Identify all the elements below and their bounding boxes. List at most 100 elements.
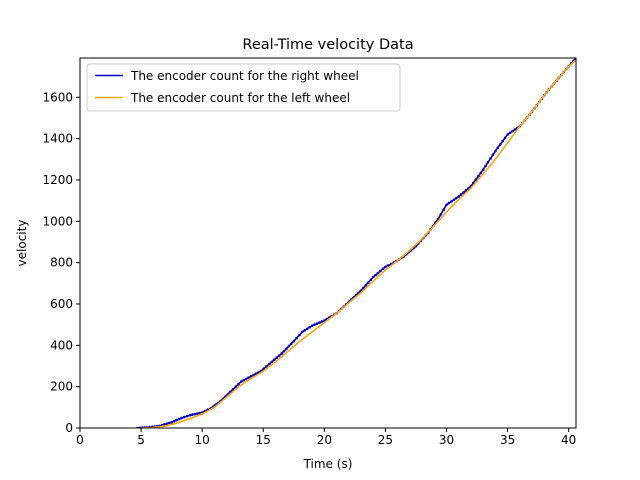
series-point-0 (501, 139, 505, 143)
x-tick-label: 0 (76, 433, 84, 447)
series-point-0 (455, 196, 458, 200)
series-point-0 (486, 160, 490, 164)
series-point-0 (318, 321, 321, 324)
series-point-0 (445, 203, 448, 207)
series-point-0 (508, 131, 512, 135)
x-axis: 0 5 10 15 20 25 30 35 40 (76, 428, 576, 447)
series-point-0 (367, 281, 370, 284)
series-point-0 (265, 365, 268, 368)
legend-box (86, 63, 401, 112)
series-point-0 (303, 329, 307, 332)
series-point-0 (234, 385, 238, 389)
series-point-0 (247, 376, 250, 379)
series-point-0 (362, 286, 365, 290)
series-point-0 (290, 342, 293, 346)
legend-label-left-wheel: The encoder count for the left wheel (130, 91, 350, 105)
series-point-0 (503, 136, 507, 140)
series-point-0 (237, 382, 240, 386)
series-point-0 (313, 323, 316, 326)
series-line-1 (141, 59, 576, 428)
series-point-0 (371, 275, 375, 279)
series-point-0 (196, 412, 199, 415)
x-tick-label: 15 (256, 433, 271, 447)
series-point-0 (496, 146, 500, 149)
series-point-0 (452, 198, 456, 202)
y-tick-label: 1400 (42, 132, 73, 146)
y-tick-label: 800 (50, 256, 73, 270)
x-tick-label: 35 (500, 433, 515, 447)
series-point-0 (295, 336, 298, 340)
series-point-0 (180, 416, 183, 420)
x-tick-label: 40 (561, 433, 576, 447)
y-tick-label: 1000 (42, 214, 73, 228)
series-point-0 (285, 347, 288, 350)
series-line-0 (137, 58, 576, 428)
x-tick-label: 25 (378, 433, 393, 447)
series-point-0 (450, 200, 453, 203)
series-point-0 (513, 128, 517, 131)
y-tick-label: 400 (50, 338, 73, 352)
series-point-0 (170, 420, 173, 424)
series-point-0 (191, 413, 194, 416)
y-tick-label: 200 (50, 380, 73, 394)
series-point-0 (275, 356, 279, 360)
series-point-0 (188, 413, 192, 417)
series-point-0 (242, 378, 245, 382)
legend: The encoder count for the right wheel Th… (86, 63, 401, 112)
series-point-0 (185, 414, 189, 418)
series-layer (136, 58, 576, 428)
series-point-0 (277, 354, 281, 358)
series-point-0 (308, 325, 312, 329)
series-point-0 (175, 418, 178, 422)
series-point-0 (193, 412, 197, 416)
series-point-0 (374, 273, 377, 277)
series-point-0 (439, 213, 443, 216)
series-point-0 (198, 411, 201, 415)
x-tick-label: 30 (439, 433, 454, 447)
series-point-0 (491, 153, 495, 156)
series-point-0 (462, 191, 465, 194)
y-tick-label: 1200 (42, 173, 73, 187)
series-point-0 (479, 171, 483, 175)
series-point-0 (364, 283, 368, 287)
series-point-0 (376, 271, 380, 275)
series-point-0 (272, 358, 276, 362)
x-tick-label: 10 (195, 433, 210, 447)
series-point-0 (511, 129, 514, 133)
series-point-0 (292, 339, 296, 343)
series-point-0 (244, 377, 248, 381)
series-point-0 (494, 149, 497, 153)
series-point-0 (506, 133, 509, 136)
series-point-0 (167, 421, 171, 425)
series-point-0 (165, 422, 168, 426)
series-point-0 (305, 327, 309, 331)
series-point-0 (262, 367, 266, 371)
y-tick-label: 600 (50, 297, 73, 311)
series-point-0 (287, 344, 291, 348)
series-point-0 (499, 143, 502, 146)
series-point-0 (310, 324, 314, 328)
series-point-0 (182, 415, 186, 419)
legend-label-right-wheel: The encoder count for the right wheel (130, 69, 359, 83)
series-point-0 (489, 157, 492, 160)
series-point-0 (474, 178, 478, 181)
series-point-0 (231, 387, 235, 391)
x-tick-label: 5 (137, 433, 145, 447)
series-point-0 (240, 380, 243, 383)
series-point-0 (464, 189, 468, 192)
series-point-0 (249, 375, 253, 378)
series-point-0 (442, 208, 446, 211)
series-point-0 (282, 349, 286, 353)
y-tick-label: 1600 (42, 90, 73, 104)
series-point-0 (177, 417, 181, 421)
series-point-0 (457, 195, 461, 198)
series-point-0 (459, 193, 463, 196)
series-point-0 (379, 269, 382, 273)
series-point-0 (387, 264, 390, 267)
series-point-0 (477, 174, 480, 178)
series-point-0 (280, 352, 283, 355)
series-point-0 (163, 423, 166, 426)
series-point-0 (315, 322, 319, 325)
series-point-0 (447, 201, 451, 205)
